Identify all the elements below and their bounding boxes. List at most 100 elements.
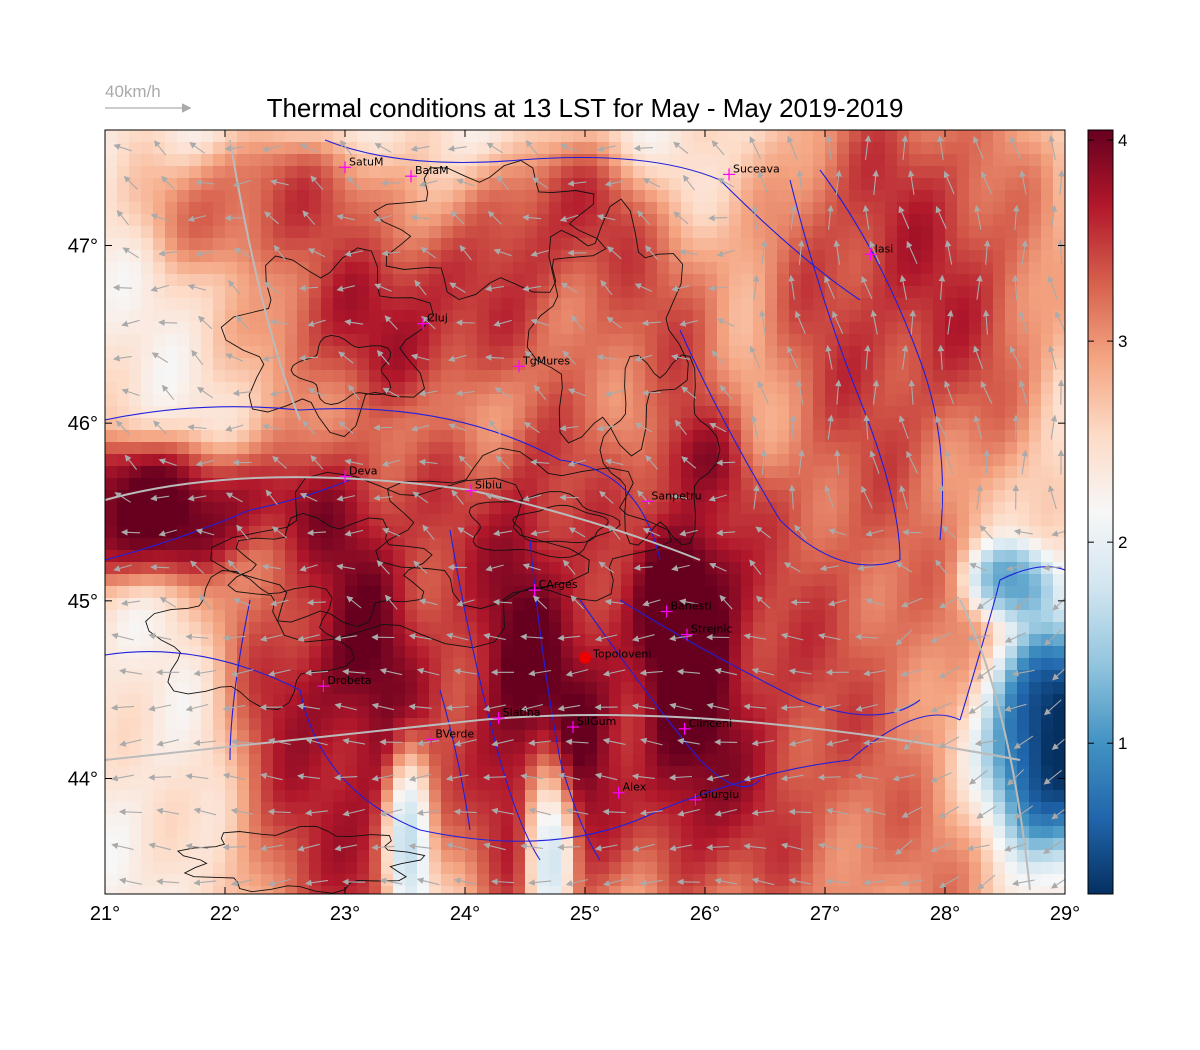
map-area: SatuM BaiaM Suceava Iasi Cluj TgMures Deva Sibi…	[105, 130, 1065, 894]
wind-arrow	[1018, 380, 1028, 405]
wind-arrow	[825, 878, 849, 885]
wind-arrow	[384, 594, 398, 610]
wind-arrow	[901, 344, 909, 370]
city-label: Suceava	[733, 162, 780, 175]
wind-arrow	[1011, 669, 1035, 677]
lon-tick-label: 27°	[810, 903, 840, 925]
wind-arrow	[835, 169, 842, 195]
wind-arrow	[222, 704, 246, 712]
lat-tick-label: 46°	[68, 413, 98, 435]
wind-arrow	[490, 878, 515, 885]
wind-arrow	[493, 248, 512, 257]
wind-arrow	[113, 143, 132, 152]
wind-arrow	[563, 559, 576, 575]
wind-arrow	[379, 738, 403, 746]
wind-arrow	[195, 179, 215, 186]
wind-arrow	[631, 703, 655, 710]
rivers-and-borders	[105, 139, 1065, 861]
wind-arrow	[224, 424, 244, 432]
wind-arrow	[743, 843, 767, 850]
wind-arrow	[491, 807, 514, 815]
city-label: Sanpetru	[651, 489, 701, 502]
wind-arrow	[453, 808, 477, 816]
wind-arrow	[410, 424, 430, 432]
city-marker: Giurgiu	[689, 788, 739, 806]
wind-arrow	[604, 389, 624, 397]
wind-arrow	[752, 274, 760, 300]
wind-arrow	[187, 283, 207, 291]
wind-arrow	[1019, 170, 1027, 195]
wind-arrow	[302, 419, 316, 435]
wind-arrow	[488, 419, 502, 436]
wind-arrow	[381, 249, 401, 257]
wind-arrow	[158, 458, 177, 467]
wind-arrow	[973, 345, 984, 370]
wind-arrow	[930, 842, 952, 853]
wind-arrow	[230, 879, 254, 887]
wind-arrow	[113, 564, 132, 572]
wind-arrow	[267, 737, 291, 745]
wind-arrow	[298, 284, 319, 292]
wind-arrow	[598, 561, 615, 574]
wind-arrow	[222, 772, 246, 781]
wind-arrow	[1013, 735, 1034, 749]
city-label: BaiaM	[415, 164, 449, 177]
wind-arrow	[187, 215, 207, 222]
wind-arrow	[1011, 879, 1035, 887]
wind-arrow	[456, 599, 475, 607]
wind-arrow	[602, 808, 626, 816]
wind-arrow	[783, 562, 801, 573]
wind-arrow	[907, 170, 915, 195]
wind-arrow	[111, 632, 134, 641]
wind-arrow	[751, 204, 758, 230]
wind-arrow	[790, 204, 797, 230]
city-label: Strejnic	[691, 623, 732, 636]
wind-arrow	[935, 205, 947, 230]
wind-arrow	[937, 344, 945, 370]
wind-arrow	[716, 249, 735, 258]
wind-arrow	[751, 809, 775, 816]
wind-arrow	[1005, 564, 1025, 572]
wind-arrow	[232, 389, 252, 397]
wind-arrow	[119, 739, 142, 747]
city-marker: Cluj	[417, 312, 448, 330]
wind-arrow	[706, 702, 730, 711]
wind-arrow	[864, 344, 871, 370]
wind-arrow	[222, 843, 246, 851]
wind-arrow	[669, 702, 692, 711]
wind-arrow	[671, 493, 690, 501]
wind-arrow	[447, 145, 467, 152]
wind-arrow	[455, 389, 475, 397]
wind-arrow	[418, 390, 438, 397]
wind-arrow	[493, 319, 512, 327]
wind-arrow	[824, 275, 836, 300]
wind-arrow	[236, 524, 249, 540]
wind-arrow	[674, 419, 687, 436]
wind-arrow	[1048, 345, 1057, 370]
wind-arrow	[156, 878, 180, 885]
wind-arrow	[373, 494, 393, 502]
wind-arrow	[298, 354, 319, 362]
wind-arrow	[977, 874, 996, 890]
wind-arrow	[900, 597, 923, 608]
wind-arrow	[302, 210, 316, 226]
wind-arrow	[340, 140, 353, 156]
wind-arrow	[973, 135, 984, 160]
wind-arrow	[230, 738, 254, 746]
wind-arrow	[900, 669, 924, 677]
colorbar-tick-label: 2	[1118, 533, 1127, 552]
wind-arrow	[906, 240, 918, 265]
wind-arrow	[717, 178, 735, 188]
wind-arrow	[864, 135, 872, 160]
wind-arrow	[900, 879, 924, 887]
wind-arrow	[604, 598, 624, 606]
wind-arrow	[976, 595, 996, 610]
wind-arrow	[150, 563, 170, 571]
wind-arrow	[861, 275, 873, 300]
wind-arrow	[676, 668, 701, 676]
wind-arrow	[269, 179, 289, 186]
wind-arrow	[379, 667, 403, 676]
wind-arrow	[677, 808, 700, 817]
wind-arrow	[634, 422, 653, 433]
wind-arrow	[374, 283, 392, 292]
